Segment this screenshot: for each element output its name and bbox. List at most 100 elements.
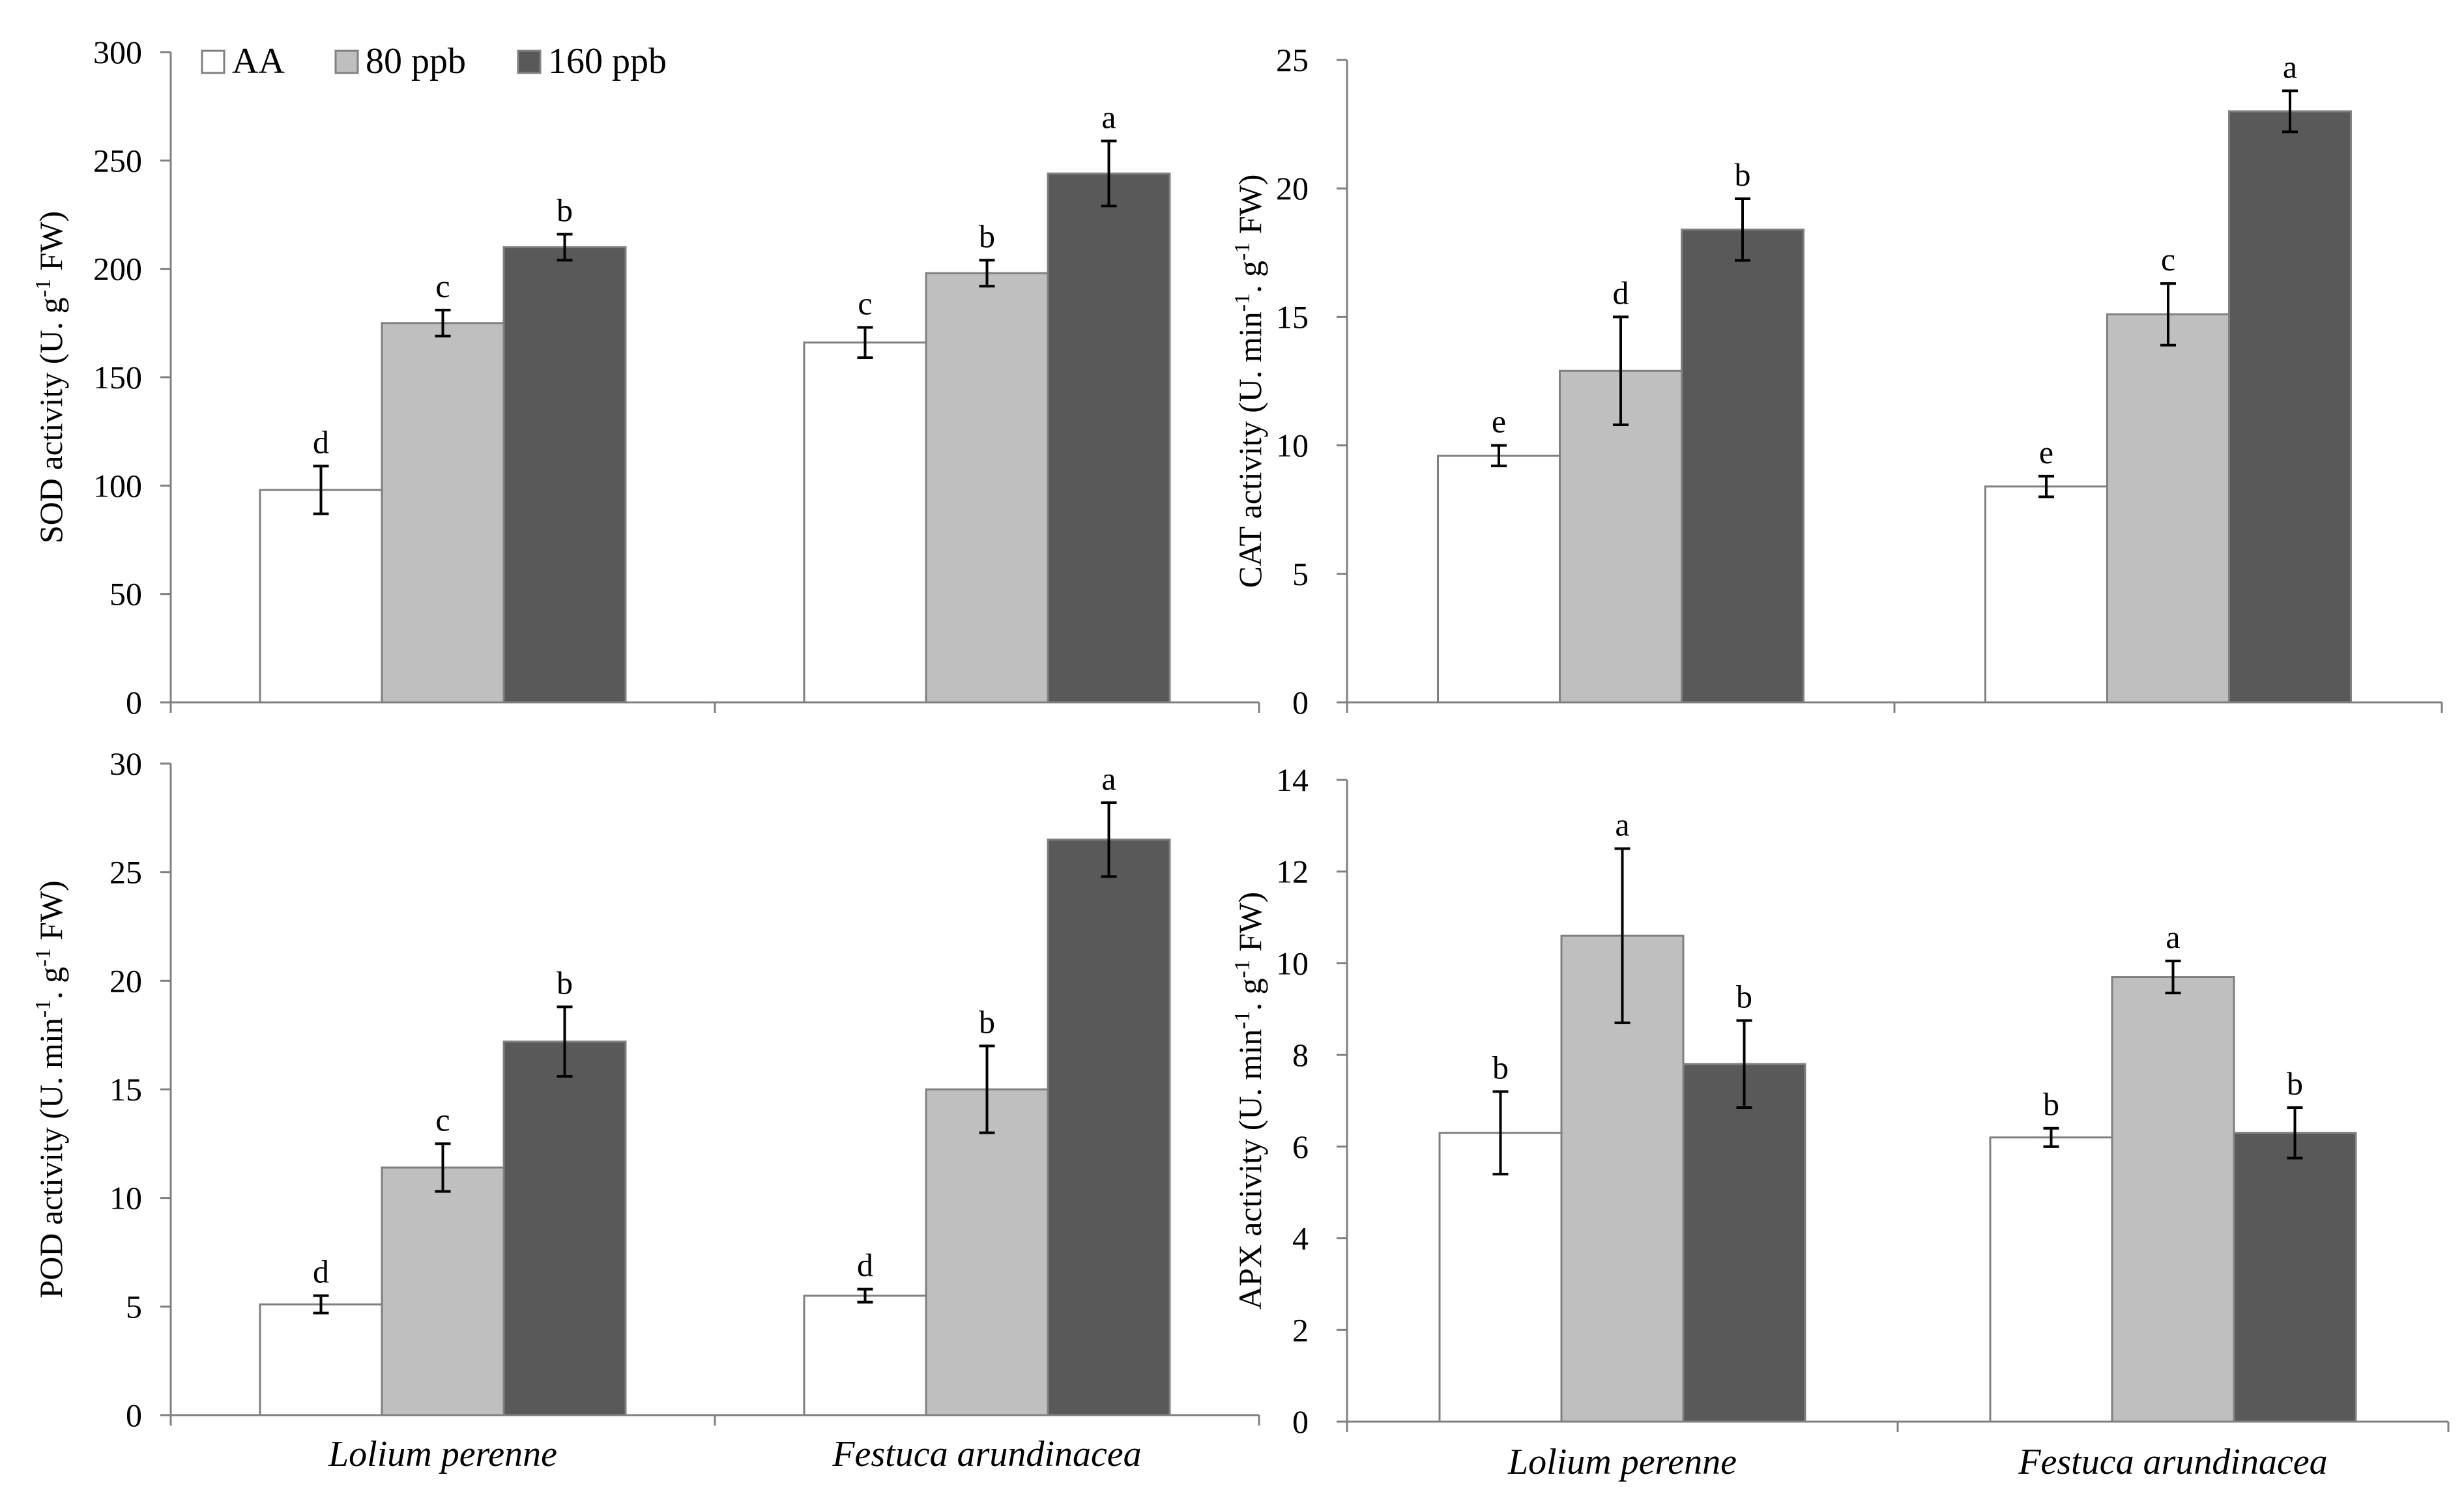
significance-letter: d	[313, 423, 329, 460]
y-tick-label: 8	[1292, 1037, 1309, 1073]
bar-aa-1	[1984, 485, 2108, 704]
bar-80-ppb-1	[2111, 976, 2235, 1423]
significance-letter: b	[979, 1003, 995, 1040]
significance-letter: d	[857, 1247, 873, 1284]
significance-letter: c	[858, 285, 872, 321]
error-bar	[979, 259, 995, 288]
y-tick-label: 6	[1292, 1128, 1309, 1165]
y-tick-label: 25	[109, 854, 142, 891]
error-bar	[557, 1005, 573, 1078]
y-axis-title: POD activity (U. min-1. g-1 FW)	[31, 880, 70, 1298]
error-bar	[313, 1294, 329, 1315]
bar-aa-0	[1438, 1132, 1563, 1423]
significance-letter: d	[313, 1254, 329, 1290]
error-bar	[1492, 1090, 1509, 1176]
y-tick-label: 0	[1292, 1403, 1309, 1440]
error-bar	[435, 308, 451, 337]
y-tick-label: 30	[109, 745, 142, 782]
bar-160-ppb-0	[1682, 1063, 1806, 1423]
bar-80-ppb-1	[2106, 313, 2230, 704]
bar-80-ppb-0	[381, 1166, 505, 1416]
y-tick-label: 50	[109, 576, 142, 612]
error-bar	[2282, 89, 2298, 134]
significance-letter: c	[2161, 241, 2175, 278]
significance-letter: e	[1492, 403, 1506, 440]
bar-80-ppb-0	[381, 322, 505, 704]
error-bar	[1735, 197, 1750, 262]
significance-letter: b	[2287, 1065, 2303, 1102]
y-tick-label: 15	[1276, 298, 1309, 335]
category-label: Festuca arundinacea	[832, 1434, 1141, 1474]
y-axis-title: CAT activity (U. min-1. g-1 FW)	[1230, 175, 1269, 588]
bar-aa-1	[803, 1295, 927, 1416]
y-tick-label: 4	[1292, 1220, 1309, 1257]
significance-letter: a	[1615, 807, 1629, 843]
significance-letter: a	[2166, 919, 2180, 955]
y-tick-label: 10	[109, 1180, 142, 1216]
significance-letter: b	[979, 218, 995, 254]
y-tick-label: 100	[93, 467, 142, 504]
y-tick-label: 0	[126, 1397, 142, 1433]
y-axis-title: SOD activity (U. g-1 FW)	[31, 211, 70, 543]
bar-80-ppb-1	[925, 272, 1049, 704]
significance-letter: e	[2039, 434, 2053, 470]
panel-apx: 0 2 4 6 8 10 12 14 APX activity (U. min-1. g-1 F…	[1230, 762, 2450, 1482]
legend-swatch	[334, 50, 359, 74]
error-bar	[2165, 959, 2181, 995]
y-tick-label: 0	[1292, 684, 1309, 721]
significance-letter: b	[557, 192, 573, 228]
y-tick-label: 14	[1276, 762, 1309, 798]
bar-80-ppb-1	[925, 1088, 1049, 1416]
error-bar	[313, 465, 329, 515]
panel-sod: 0 50 100 150 200 250 300 SOD activity (U. g-1 F…	[31, 34, 1260, 721]
category-label: Festuca arundinacea	[2018, 1442, 2327, 1482]
significance-letter: a	[1101, 760, 1116, 797]
error-bar	[1736, 1019, 1752, 1110]
bar-160-ppb-1	[2233, 1132, 2357, 1423]
bar-160-ppb-0	[502, 246, 627, 704]
y-tick-label: 15	[109, 1071, 142, 1108]
error-bar	[1101, 139, 1117, 208]
y-tick-label: 12	[1276, 854, 1309, 890]
legend-item: 160 ppb	[517, 41, 667, 81]
error-bar	[1491, 444, 1507, 468]
bar-160-ppb-1	[2228, 110, 2352, 704]
error-bar	[857, 326, 873, 360]
y-tick-label: 300	[93, 34, 142, 70]
legend-label: AA	[232, 41, 285, 81]
error-bar	[1613, 315, 1629, 427]
y-tick-label: 10	[1276, 427, 1309, 464]
bar-160-ppb-1	[1047, 839, 1171, 1416]
bar-aa-0	[259, 489, 383, 704]
significance-letter: b	[1492, 1049, 1509, 1085]
y-tick-label: 10	[1276, 945, 1309, 981]
bar-160-ppb-0	[502, 1041, 627, 1416]
y-tick-label: 0	[126, 684, 142, 721]
error-bar	[2160, 282, 2176, 347]
significance-letter: a	[2283, 48, 2297, 85]
y-tick-label: 20	[1276, 170, 1309, 207]
error-bar	[1101, 801, 1117, 878]
legend-label: 160 ppb	[548, 41, 667, 81]
error-bar	[2038, 474, 2054, 498]
legend-swatch	[201, 50, 225, 74]
y-tick-label: 5	[1292, 556, 1309, 592]
error-bar	[2287, 1106, 2303, 1160]
y-tick-label: 200	[93, 251, 142, 287]
bar-aa-1	[1989, 1136, 2113, 1423]
significance-letter: d	[1613, 274, 1629, 311]
legend-item: AA	[201, 41, 285, 81]
y-tick-label: 5	[126, 1288, 142, 1325]
legend-label: 80 ppb	[366, 41, 466, 81]
category-label: Lolium perenne	[1507, 1442, 1737, 1482]
error-bar	[557, 233, 573, 262]
bar-160-ppb-0	[1681, 228, 1805, 704]
significance-letter: b	[1736, 978, 1752, 1014]
error-bar	[979, 1044, 995, 1134]
y-tick-label: 20	[109, 962, 142, 999]
bar-aa-1	[803, 341, 927, 704]
error-bar	[435, 1142, 451, 1193]
panel-cat: 0 5 10 15 20 25 CAT activity (U. min-1. g-1 FW…	[1230, 42, 2443, 721]
significance-letter: b	[557, 964, 573, 1001]
